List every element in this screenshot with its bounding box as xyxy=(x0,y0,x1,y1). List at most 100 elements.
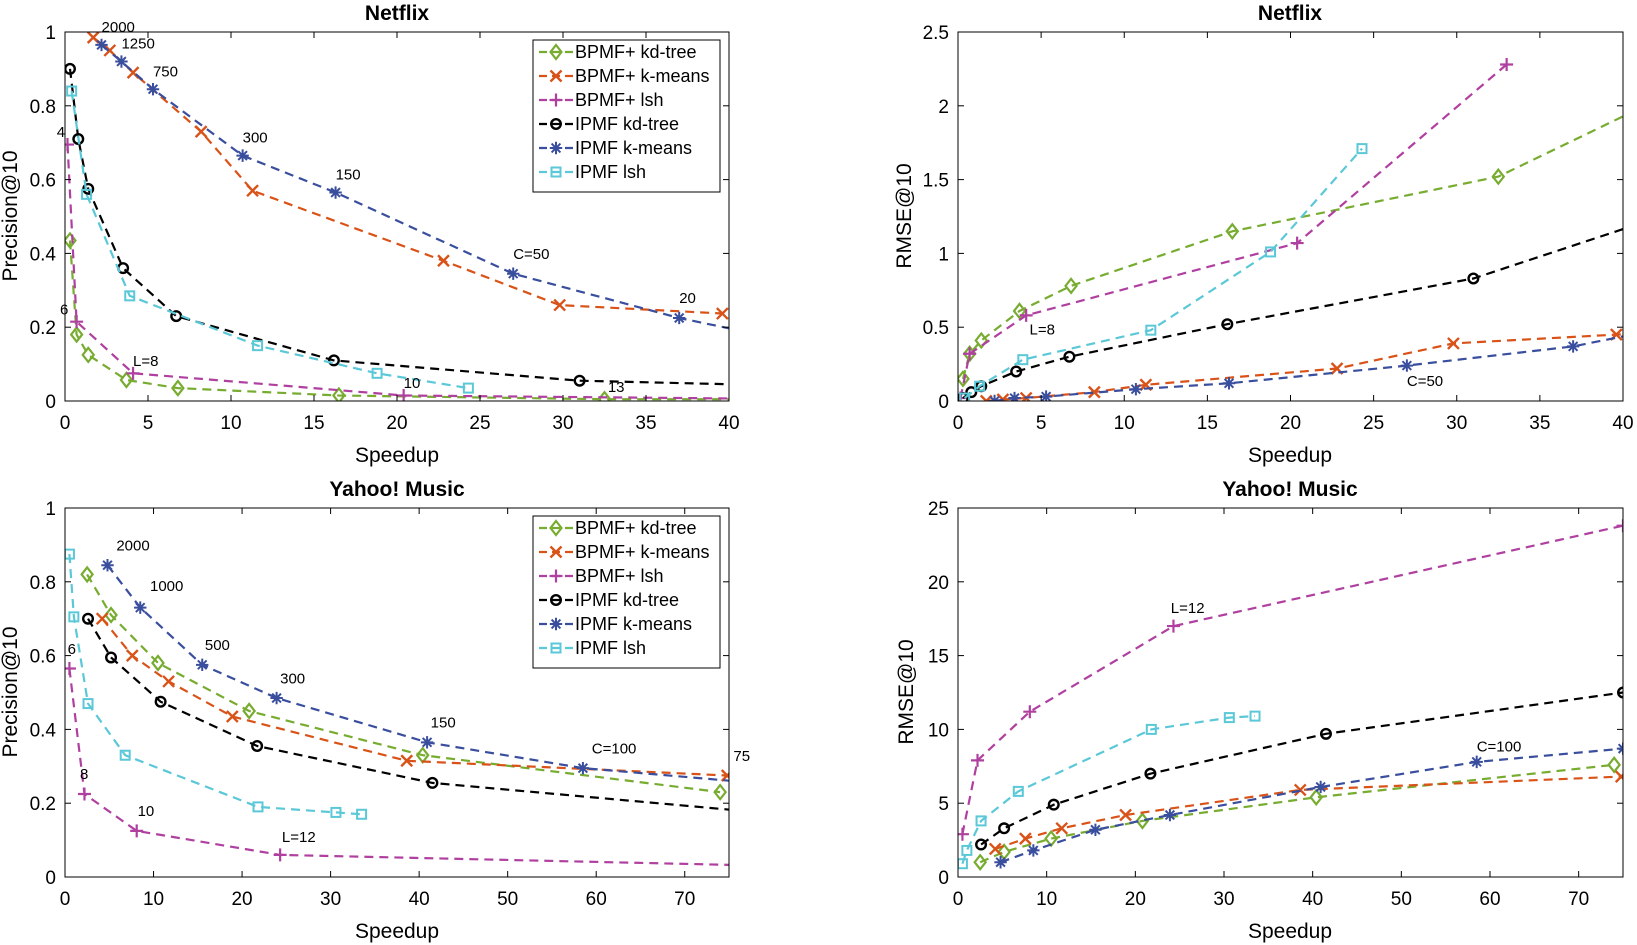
x-tick-label: 70 xyxy=(1568,889,1589,910)
point-annotation: L=12 xyxy=(282,829,316,846)
data-point-bpmf-lsh xyxy=(1166,619,1180,633)
x-tick-label: 5 xyxy=(143,413,154,434)
legend-swatch-marker xyxy=(550,117,563,130)
x-tick-label: 30 xyxy=(320,889,341,910)
series-line-ipmf-kd-tree xyxy=(68,68,729,386)
data-point-ipmf-k-means xyxy=(146,82,160,96)
data-point-bpmf-kd-tree xyxy=(332,386,346,401)
legend-label: IPMF kd-tree xyxy=(575,114,679,134)
data-point-bpmf-lsh xyxy=(1616,519,1623,533)
data-point-ipmf-kd-tree xyxy=(1319,727,1332,740)
point-annotation: 500 xyxy=(205,637,230,654)
legend-item-ipmf-lsh: IPMF lsh xyxy=(539,638,646,658)
legend-swatch-marker xyxy=(549,69,563,83)
data-point-bpmf-lsh xyxy=(1023,705,1037,719)
x-tick-label: 60 xyxy=(586,889,607,910)
data-point-bpmf-k-means xyxy=(1119,808,1132,822)
y-axis-label: RMSE@10 xyxy=(893,163,916,268)
x-tick-label: 0 xyxy=(953,889,964,910)
legend-label: BPMF+ lsh xyxy=(575,90,664,110)
legend-swatch-marker xyxy=(550,593,563,606)
x-axis-label: Speedup xyxy=(355,920,439,943)
data-point-ipmf-k-means xyxy=(95,38,108,52)
series-bpmf-lsh xyxy=(65,138,729,401)
point-annotation: L=12 xyxy=(1171,600,1205,617)
y-tick-label: 0.2 xyxy=(30,318,56,339)
data-point-bpmf-k-means xyxy=(988,842,1002,856)
legend-label: IPMF lsh xyxy=(575,162,646,182)
y-tick-label: 1 xyxy=(938,244,949,265)
series-line-bpmf-lsh xyxy=(68,668,729,866)
x-tick-label: 25 xyxy=(1363,413,1384,434)
legend-label: BPMF+ kd-tree xyxy=(575,42,697,62)
data-point-bpmf-kd-tree xyxy=(80,565,95,584)
point-annotation: C=100 xyxy=(592,740,637,757)
data-point-bpmf-kd-tree xyxy=(151,654,165,672)
y-axis-label: Precision@10 xyxy=(0,626,22,757)
series-ipmf-k-means xyxy=(95,38,729,330)
data-point-ipmf-k-means xyxy=(576,761,590,775)
x-tick-label: 50 xyxy=(1391,889,1412,910)
point-annotation: 150 xyxy=(431,715,456,732)
data-point-ipmf-lsh xyxy=(81,188,93,200)
x-tick-label: 15 xyxy=(303,413,324,434)
series-ipmf-k-means xyxy=(988,335,1623,401)
series-bpmf-kd-tree xyxy=(65,231,729,401)
series-bpmf-kd-tree xyxy=(80,565,728,801)
x-tick-label: 40 xyxy=(409,889,430,910)
y-tick-label: 0.5 xyxy=(923,318,949,339)
series-line-ipmf-kd-tree xyxy=(962,227,1623,399)
series-ipmf-kd-tree xyxy=(82,612,729,811)
data-point-ipmf-kd-tree xyxy=(105,651,118,664)
data-point-ipmf-lsh xyxy=(371,367,383,379)
data-point-bpmf-k-means xyxy=(95,612,109,626)
point-annotation: 8 xyxy=(80,766,88,783)
x-tick-label: 10 xyxy=(1114,413,1135,434)
data-point-ipmf-k-means xyxy=(420,736,434,749)
data-point-bpmf-lsh xyxy=(130,824,144,838)
legend-label: IPMF kd-tree xyxy=(575,590,679,610)
legend-item-bpmf-k-means: BPMF+ k-means xyxy=(539,542,710,562)
data-point-ipmf-kd-tree xyxy=(1010,365,1023,378)
data-point-bpmf-k-means xyxy=(1447,337,1460,350)
data-point-ipmf-lsh xyxy=(958,858,968,870)
point-annotation: 20 xyxy=(679,290,696,307)
data-point-bpmf-k-means xyxy=(125,649,139,662)
data-point-ipmf-lsh xyxy=(330,806,342,818)
x-tick-label: 10 xyxy=(1036,889,1057,910)
y-tick-label: 10 xyxy=(928,720,949,741)
x-tick-label: 70 xyxy=(674,889,695,910)
data-point-bpmf-k-means xyxy=(400,754,414,768)
data-point-bpmf-kd-tree xyxy=(81,346,96,364)
data-point-ipmf-k-means xyxy=(994,856,1007,869)
data-point-ipmf-kd-tree xyxy=(1144,767,1157,780)
series-bpmf-lsh xyxy=(958,519,1623,841)
data-point-ipmf-lsh xyxy=(1012,785,1024,797)
data-point-ipmf-lsh xyxy=(1265,246,1277,258)
data-point-ipmf-kd-tree xyxy=(1047,798,1060,811)
data-point-bpmf-lsh xyxy=(397,388,411,401)
series-ipmf-lsh xyxy=(959,143,1368,401)
data-point-ipmf-lsh xyxy=(1356,143,1368,155)
point-annotation: C=50 xyxy=(1407,373,1443,390)
data-point-bpmf-lsh xyxy=(65,138,74,152)
y-tick-label: 0.2 xyxy=(30,794,56,815)
data-point-ipmf-k-means xyxy=(196,658,209,672)
legend-swatch-marker xyxy=(549,93,563,107)
series-line-ipmf-k-means xyxy=(994,335,1623,401)
series-line-bpmf-k-means xyxy=(101,618,728,777)
legend-item-ipmf-kd-tree: IPMF kd-tree xyxy=(539,590,679,610)
netflix-rmse-panel: 0 5 10 15 20 25 30 35 40 0 0.5 1 1.5 2 2.5 L=8 C=50 Net… xyxy=(893,2,1634,467)
data-point-bpmf-kd-tree xyxy=(1225,222,1240,241)
legend-label: BPMF+ kd-tree xyxy=(575,518,697,538)
series-line-ipmf-lsh xyxy=(68,554,362,816)
legend-item-ipmf-kd-tree: IPMF kd-tree xyxy=(539,114,679,134)
data-point-bpmf-kd-tree xyxy=(1309,788,1324,807)
data-point-ipmf-k-means xyxy=(507,267,520,280)
legend-label: IPMF lsh xyxy=(575,638,646,658)
data-point-bpmf-lsh xyxy=(963,347,977,361)
y-tick-label: 15 xyxy=(928,647,949,668)
data-point-ipmf-lsh xyxy=(1249,710,1261,722)
data-point-ipmf-k-means xyxy=(1008,391,1021,401)
